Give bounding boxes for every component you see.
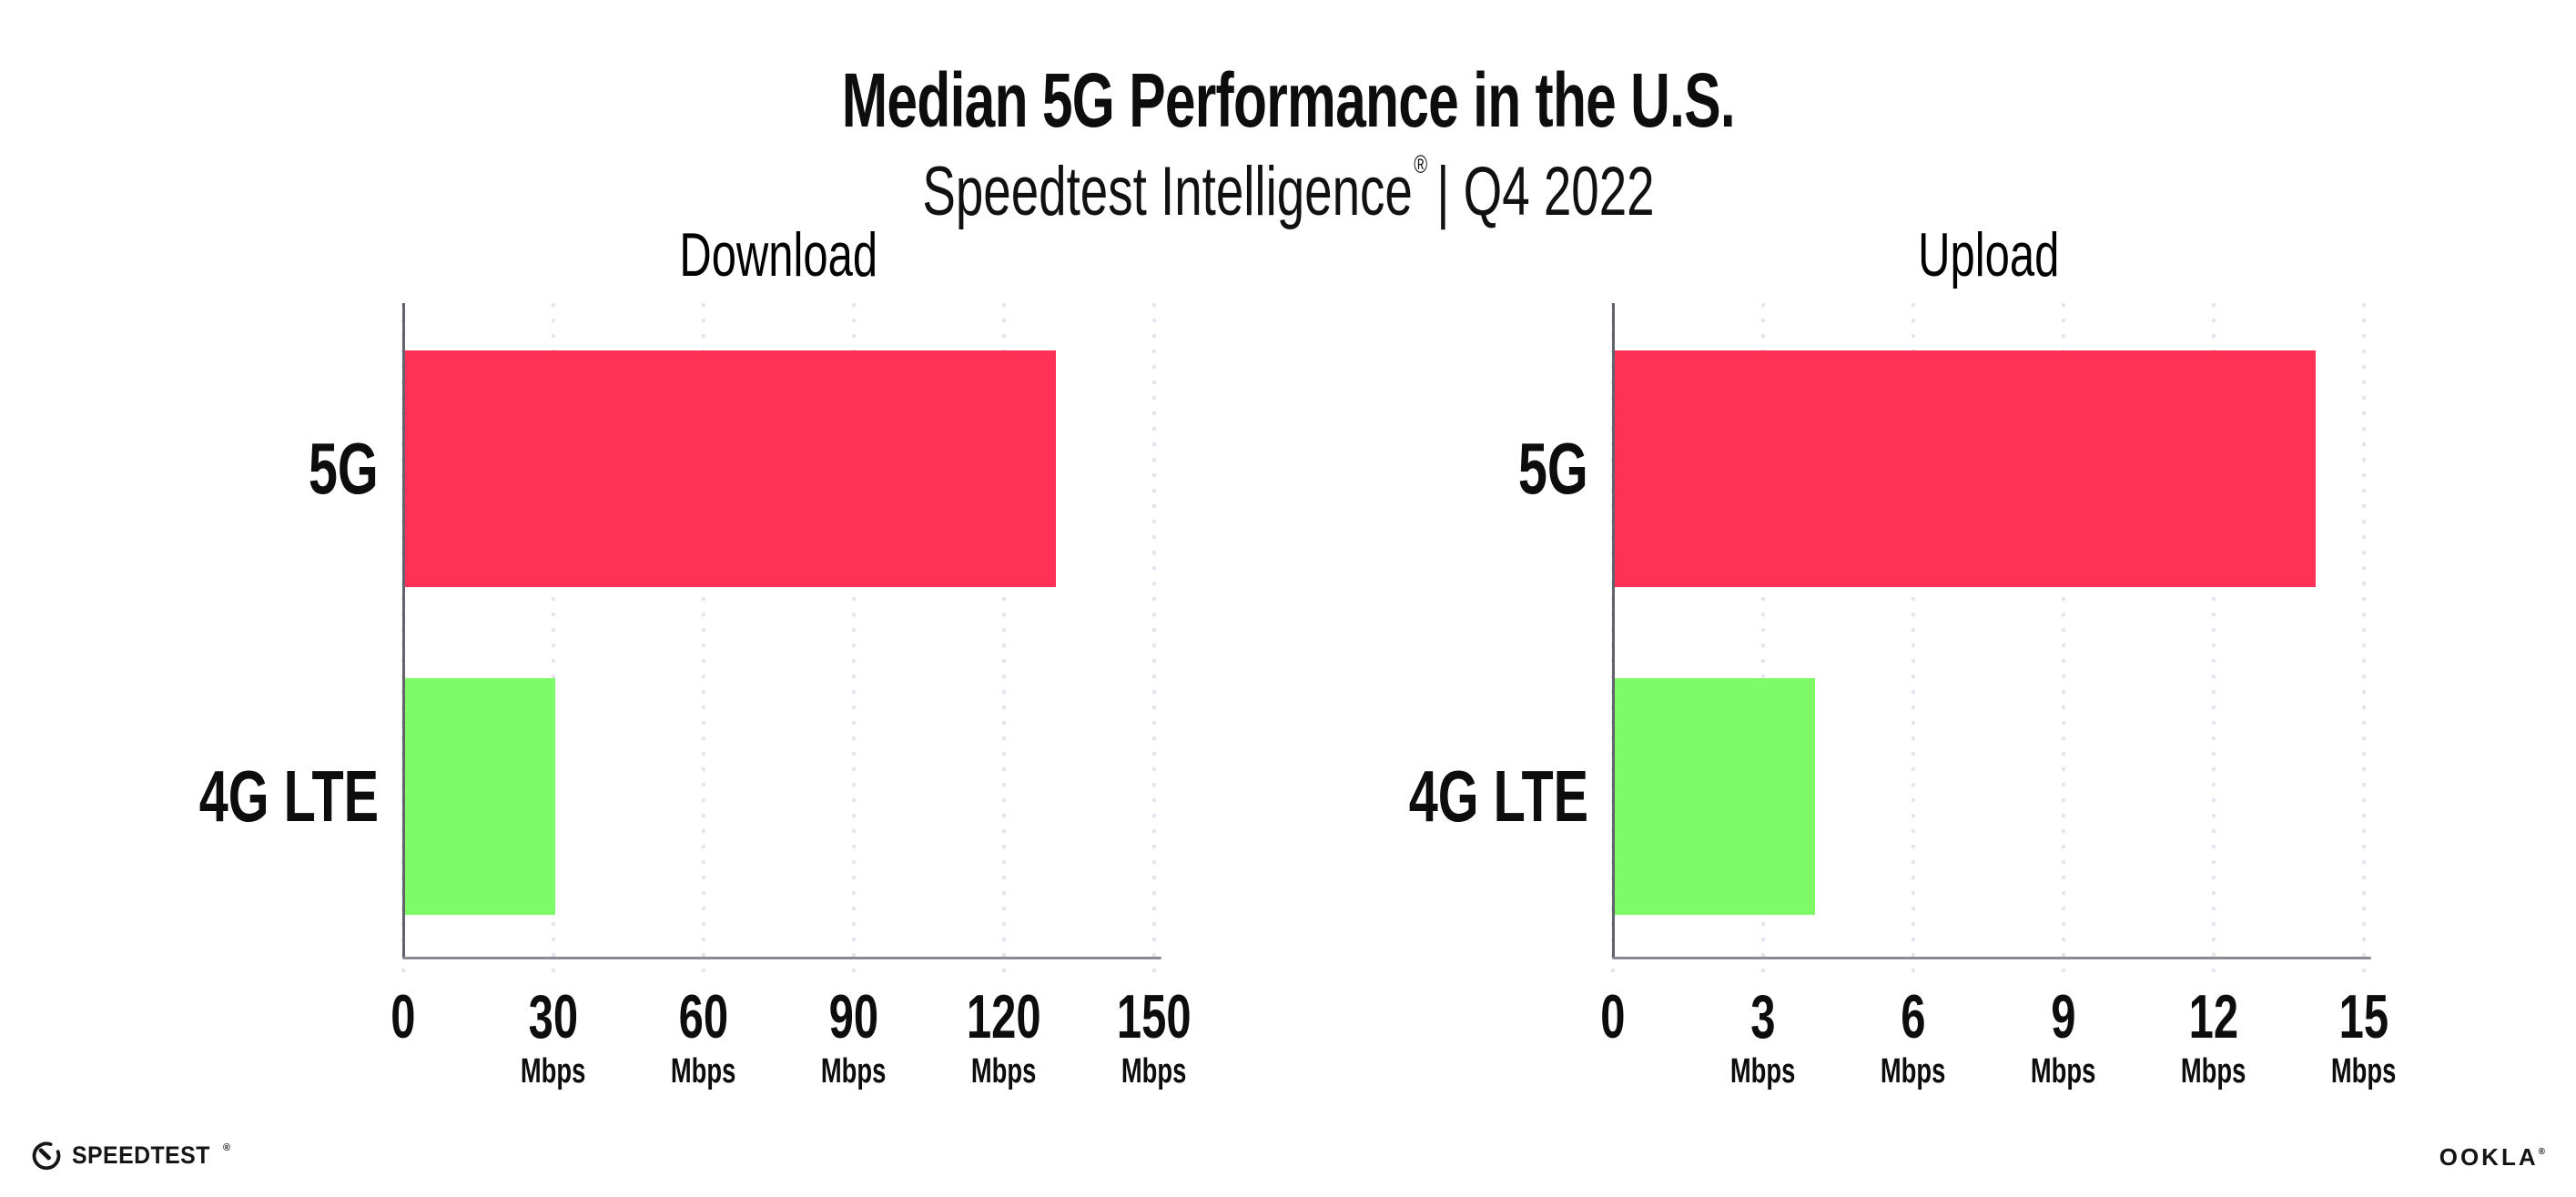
- tick-value: 0: [390, 982, 416, 1051]
- ookla-registered-mark: ®: [2538, 1147, 2545, 1157]
- tick-value: 3: [1750, 982, 1776, 1051]
- download-plot-area: [401, 303, 1161, 974]
- tick-value: 9: [2051, 982, 2076, 1051]
- bar-5g-download: [405, 350, 1056, 587]
- x-tick-60: 60 Mbps: [567, 985, 840, 1090]
- x-axis-line: [1612, 957, 2371, 959]
- gridline: [552, 303, 555, 974]
- gridline: [1912, 303, 1915, 974]
- speedtest-wordmark: SPEEDTEST ®: [72, 1141, 231, 1169]
- upload-chart: Upload 5G 4G LTE 0 3 Mbps 6 Mbps 9: [1409, 218, 2397, 1111]
- x-tick-120: 120 Mbps: [867, 985, 1141, 1090]
- tick-unit: Mbps: [1730, 1052, 1796, 1090]
- tick-unit: Mbps: [971, 1052, 1037, 1090]
- gridline: [2362, 303, 2366, 974]
- tick-unit: Mbps: [1121, 1052, 1187, 1090]
- page-title-text: Median 5G Performance in the U.S.: [841, 57, 1735, 144]
- speedtest-registered-mark: ®: [223, 1141, 231, 1153]
- x-tick-90: 90 Mbps: [717, 985, 990, 1090]
- subtitle-product: Speedtest Intelligence: [921, 153, 1413, 231]
- category-label-5g: 5G: [0, 432, 379, 505]
- gridline: [702, 303, 705, 974]
- x-axis-line: [402, 957, 1161, 959]
- speedometer-gauge-icon: [29, 1138, 64, 1172]
- tick-value: 12: [2188, 982, 2239, 1051]
- tick-unit: Mbps: [671, 1052, 736, 1090]
- gridline: [2212, 303, 2216, 974]
- x-tick-0: 0: [267, 985, 540, 1049]
- category-label-4g-lte: 4G LTE: [0, 760, 379, 833]
- download-chart: Download 5G 4G LTE 0 30 Mbps 60 Mbps 9: [199, 218, 1192, 1111]
- bar-4g-lte-download: [405, 678, 555, 915]
- tick-value: 60: [678, 982, 729, 1051]
- tick-unit: Mbps: [821, 1052, 887, 1090]
- tick-value: 90: [828, 982, 879, 1051]
- category-label-4g-lte-text: 4G LTE: [1408, 756, 1588, 837]
- tick-value: 120: [967, 982, 1041, 1051]
- tick-unit: Mbps: [2031, 1052, 2096, 1090]
- x-tick-30: 30 Mbps: [417, 985, 690, 1090]
- gridline: [1761, 303, 1765, 974]
- category-label-5g: 5G: [1170, 432, 1588, 505]
- tick-value: 150: [1117, 982, 1192, 1051]
- speedtest-logo: SPEEDTEST ®: [29, 1138, 231, 1172]
- x-tick-0: 0: [1476, 985, 1749, 1049]
- category-label-5g-text: 5G: [309, 428, 379, 509]
- tick-unit: Mbps: [2181, 1052, 2246, 1090]
- bar-4g-lte-upload: [1615, 678, 1815, 915]
- ookla-wordmark: OOKLA: [2439, 1143, 2539, 1171]
- category-label-4g-lte: 4G LTE: [1170, 760, 1588, 833]
- gridline: [852, 303, 856, 974]
- tick-unit: Mbps: [1881, 1052, 1946, 1090]
- tick-unit: Mbps: [2331, 1052, 2397, 1090]
- upload-plot-area: [1611, 303, 2371, 974]
- x-tick-6: 6 Mbps: [1777, 985, 2050, 1090]
- x-tick-15: 15 Mbps: [2227, 985, 2500, 1090]
- tick-value: 30: [528, 982, 579, 1051]
- y-axis-line: [1612, 303, 1615, 959]
- tick-value: 6: [1901, 982, 1926, 1051]
- bar-5g-upload: [1615, 350, 2316, 587]
- gridline: [1002, 303, 1006, 974]
- category-label-4g-lte-text: 4G LTE: [198, 756, 379, 837]
- x-tick-3: 3 Mbps: [1627, 985, 1900, 1090]
- registered-trademark-symbol: ®: [1413, 150, 1427, 179]
- category-label-5g-text: 5G: [1518, 428, 1588, 509]
- x-tick-12: 12 Mbps: [2077, 985, 2350, 1090]
- tick-value: 15: [2338, 982, 2389, 1051]
- tick-value: 0: [1600, 982, 1626, 1051]
- ookla-logo: OOKLA®: [2439, 1143, 2545, 1172]
- upload-chart-title-text: Upload: [1917, 220, 2060, 289]
- page-title: Median 5G Performance in the U.S.: [0, 57, 2576, 144]
- x-tick-9: 9 Mbps: [1927, 985, 2200, 1090]
- page-subtitle-text: Speedtest Intelligence® | Q4 2022: [922, 150, 1654, 231]
- download-chart-title-text: Download: [679, 220, 878, 289]
- gridline: [2062, 303, 2065, 974]
- tick-unit: Mbps: [521, 1052, 586, 1090]
- subtitle-period: | Q4 2022: [1435, 153, 1655, 231]
- upload-chart-title: Upload: [1613, 218, 2364, 291]
- download-chart-title: Download: [403, 218, 1154, 291]
- x-tick-150: 150 Mbps: [1018, 985, 1291, 1090]
- page-subtitle: Speedtest Intelligence® | Q4 2022: [0, 150, 2576, 231]
- gridline: [1152, 303, 1156, 974]
- y-axis-line: [402, 303, 405, 959]
